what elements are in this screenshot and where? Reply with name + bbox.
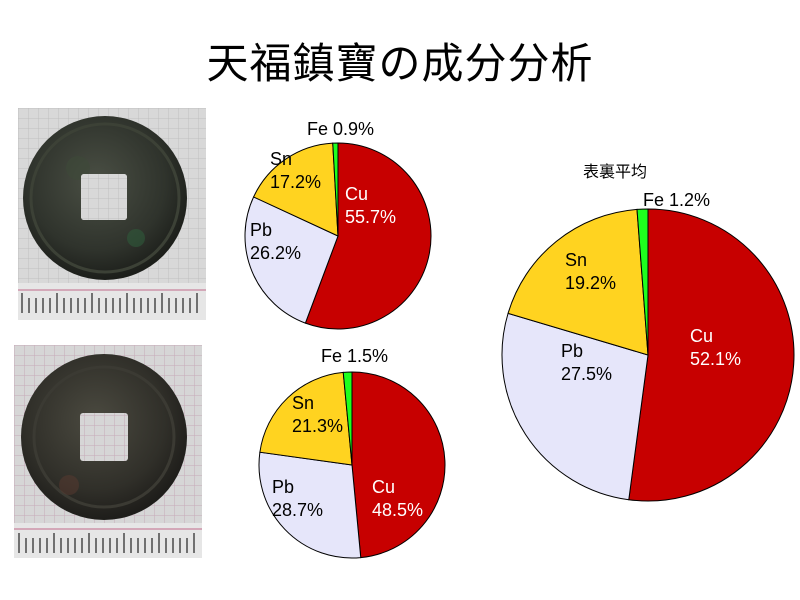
pie-reverse-label-cu: Cu bbox=[372, 477, 395, 497]
pie-reverse-label-fe: Fe 1.5% bbox=[321, 346, 388, 366]
pie-average-value-cu: 52.1% bbox=[690, 349, 741, 369]
pie-reverse-slice-pb bbox=[258, 451, 362, 559]
pie-reverse-slice-fe bbox=[342, 371, 353, 466]
pie-reverse-label-sn: Sn bbox=[292, 393, 314, 413]
pie-obverse-slice-pb bbox=[244, 196, 339, 324]
pie-reverse-value-cu: 48.5% bbox=[372, 500, 423, 520]
pie-reverse-label-pb: Pb bbox=[272, 477, 294, 497]
pie-average-label-pb: Pb bbox=[561, 341, 583, 361]
pie-obverse-slice-cu bbox=[304, 142, 432, 330]
pie-average-slice-fe bbox=[636, 208, 649, 356]
pie-obverse-slice-sn bbox=[252, 142, 339, 237]
pie-obverse-value-sn: 17.2% bbox=[270, 172, 321, 192]
pie-obverse-slice-fe bbox=[332, 142, 339, 237]
coin-reverse-photo bbox=[14, 345, 202, 558]
pie-average-value-sn: 19.2% bbox=[565, 273, 616, 293]
average-chart-label: 表裏平均 bbox=[583, 162, 648, 181]
pie-average-slice-pb bbox=[501, 312, 649, 501]
slide-title: 天福鎮寶の成分分析 bbox=[206, 39, 594, 88]
pie-average: Cu 52.1% Pb 27.5% Sn 19.2% Fe 1.2% bbox=[501, 190, 795, 502]
pie-reverse-slice-sn bbox=[259, 371, 353, 466]
pie-average-value-pb: 27.5% bbox=[561, 364, 612, 384]
pie-obverse-label-cu: Cu bbox=[345, 184, 368, 204]
pie-obverse-label-fe: Fe 0.9% bbox=[307, 119, 374, 139]
pie-obverse-label-sn: Sn bbox=[270, 149, 292, 169]
pie-obverse-label-pb: Pb bbox=[250, 220, 272, 240]
pie-obverse-value-cu: 55.7% bbox=[345, 207, 396, 227]
pie-reverse-value-sn: 21.3% bbox=[292, 416, 343, 436]
coin-obverse-photo bbox=[18, 108, 206, 320]
pie-reverse: Cu 48.5% Pb 28.7% Sn 21.3% Fe 1.5% bbox=[258, 346, 446, 559]
pie-obverse-value-pb: 26.2% bbox=[250, 243, 301, 263]
pie-average-slice-cu bbox=[628, 208, 795, 502]
pie-reverse-slice-cu bbox=[351, 371, 446, 559]
pie-average-label-sn: Sn bbox=[565, 250, 587, 270]
pie-average-label-cu: Cu bbox=[690, 326, 713, 346]
pie-obverse: Cu 55.7% Pb 26.2% Sn 17.2% Fe 0.9% bbox=[244, 119, 432, 330]
pie-reverse-value-pb: 28.7% bbox=[272, 500, 323, 520]
pie-average-slice-sn bbox=[507, 208, 649, 356]
pie-average-label-fe: Fe 1.2% bbox=[643, 190, 710, 210]
